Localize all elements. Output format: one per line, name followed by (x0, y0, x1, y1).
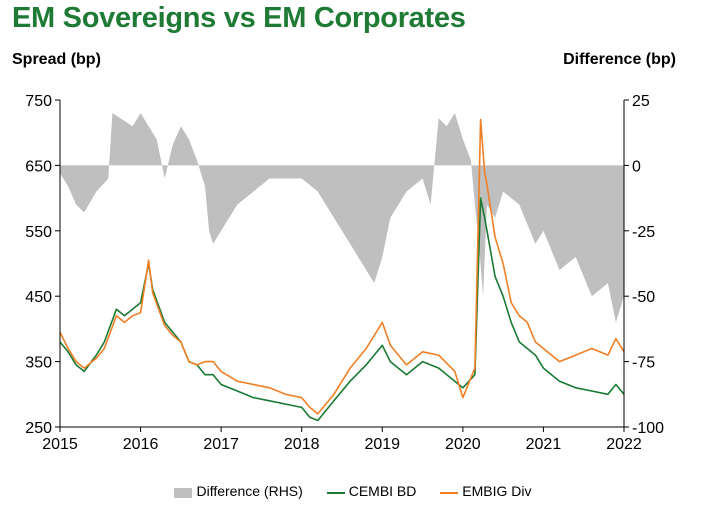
x-tick-label: 2018 (284, 436, 320, 453)
x-tick-label: 2021 (526, 436, 562, 453)
right-tick-label: 0 (632, 158, 641, 175)
right-tick-label: -75 (632, 355, 655, 372)
left-tick-label: 550 (25, 224, 52, 241)
series-cembi-bd-line (59, 197, 625, 422)
left-tick-label: 450 (25, 289, 52, 306)
right-tick-label: 25 (632, 93, 650, 110)
spread-lines-layer (59, 118, 625, 422)
series-embig-div-line (59, 118, 625, 415)
x-tick-label: 2015 (42, 436, 78, 453)
left-tick-label: 250 (25, 420, 52, 437)
left-tick-label: 350 (25, 355, 52, 372)
x-tick-label: 2019 (364, 436, 400, 453)
series-difference-rhs-area (60, 113, 624, 323)
left-tick-label: 750 (25, 93, 52, 110)
legend: Difference (RHS) CEMBI BD EMBIG Div (0, 482, 706, 499)
chart-title: EM Sovereigns vs EM Corporates (12, 2, 466, 34)
right-axis-title: Difference (bp) (563, 51, 676, 68)
legend-swatch-difference (174, 487, 193, 498)
right-tick-label: -100 (632, 420, 664, 437)
x-tick-label: 2016 (123, 436, 159, 453)
difference-area-layer (60, 113, 624, 323)
axes-layer (55, 99, 629, 432)
x-tick-label: 2022 (606, 436, 642, 453)
right-tick-label: -25 (632, 224, 655, 241)
legend-label-cembi: CEMBI BD (348, 483, 417, 500)
left-tick-label: 650 (25, 158, 52, 175)
left-axis-title: Spread (bp) (12, 51, 101, 68)
legend-item-difference: Difference (RHS) (174, 483, 303, 500)
legend-label-embig: EMBIG Div (462, 483, 532, 500)
x-tick-label: 2017 (203, 436, 239, 453)
legend-swatch-cembi (326, 491, 345, 494)
legend-swatch-embig (440, 491, 459, 494)
legend-item-embig: EMBIG Div (440, 483, 532, 500)
legend-item-cembi: CEMBI BD (326, 483, 417, 500)
legend-label-difference: Difference (RHS) (196, 483, 303, 500)
x-tick-label: 2020 (445, 436, 481, 453)
right-tick-label: -50 (632, 289, 655, 306)
